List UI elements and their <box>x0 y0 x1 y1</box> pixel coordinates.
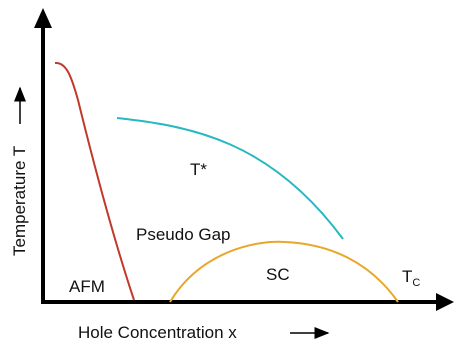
t-star-label: T* <box>190 160 207 179</box>
tc-label: TC <box>402 267 420 289</box>
afm-region-label: AFM <box>69 277 105 296</box>
pseudo-gap-label: Pseudo Gap <box>136 225 231 244</box>
sc-dome-curve <box>169 240 399 303</box>
t-star-curve <box>116 117 344 240</box>
y-axis-arrow-icon <box>34 8 52 28</box>
afm-boundary-curve <box>54 61 135 301</box>
y-axis-label: Temperature T <box>10 146 29 256</box>
tc-label-subscript: C <box>412 277 420 289</box>
tc-label-main: T <box>402 267 412 286</box>
x-axis-arrow-icon <box>436 293 454 311</box>
x-axis-label: Hole Concentration x <box>78 323 237 342</box>
sc-region-label: SC <box>266 265 290 284</box>
